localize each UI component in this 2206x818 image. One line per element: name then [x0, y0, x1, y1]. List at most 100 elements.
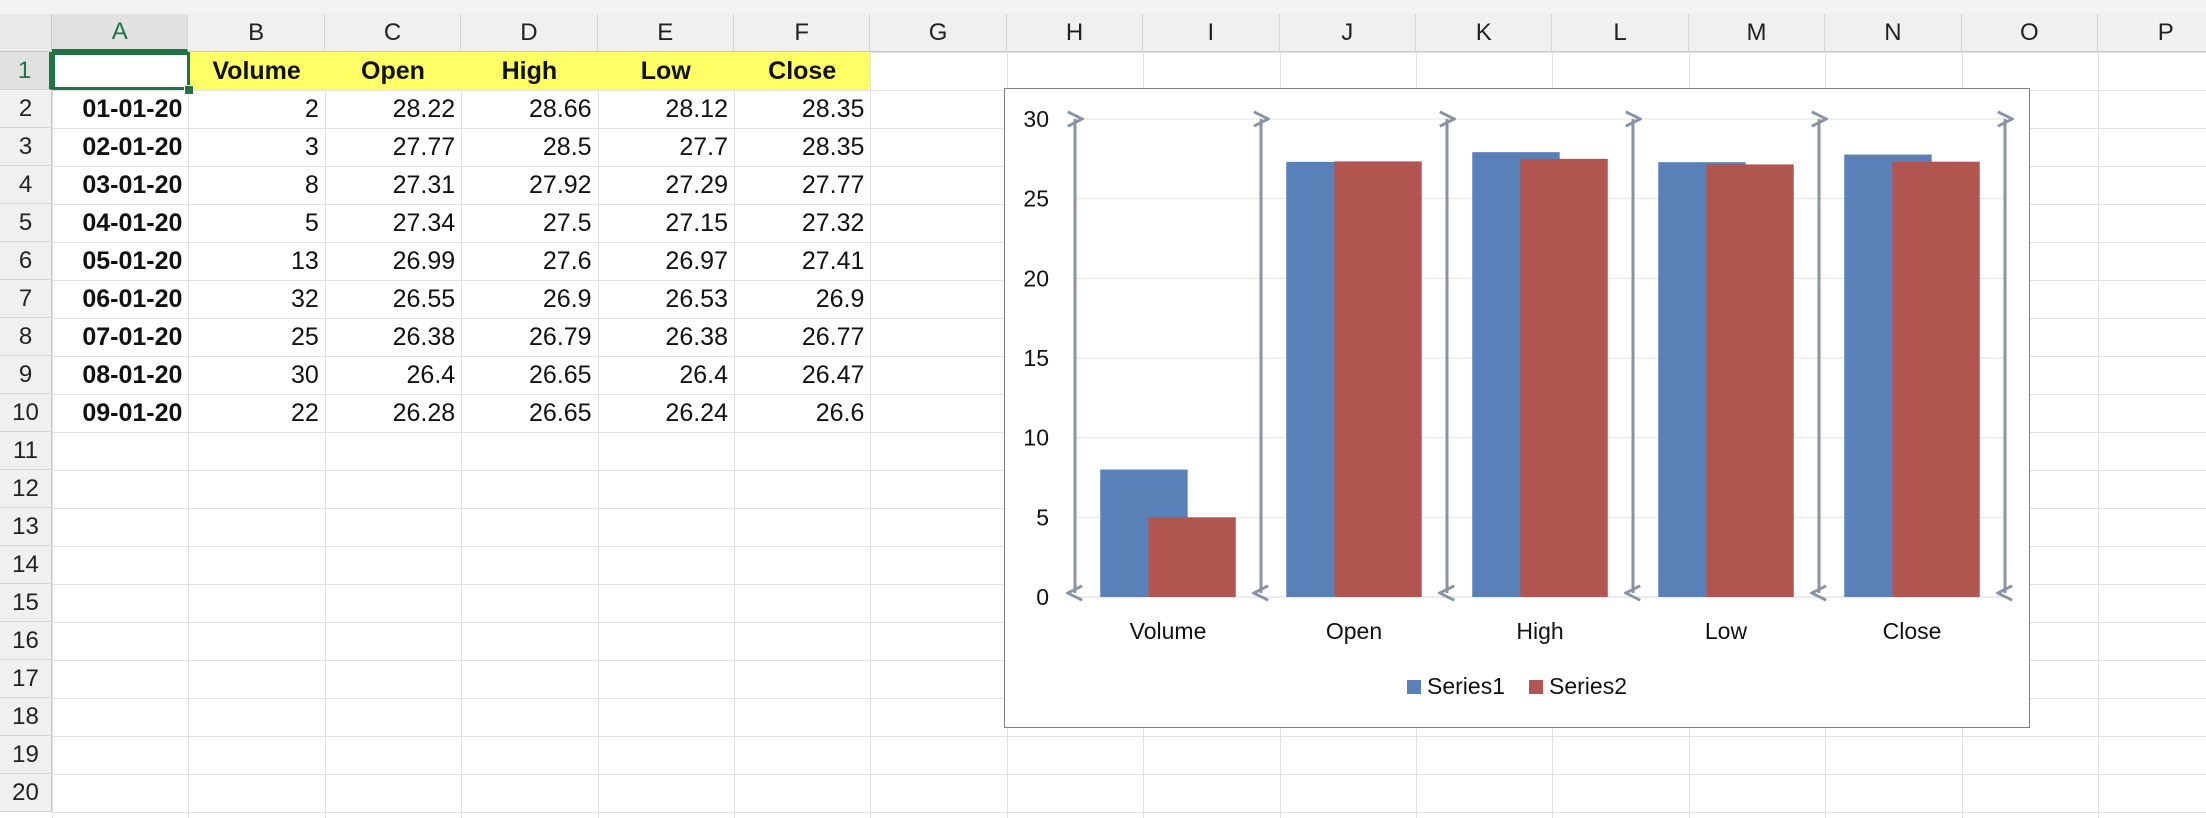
- date-cell[interactable]: 07-01-20: [82, 322, 183, 351]
- value-cell[interactable]: 25: [290, 322, 319, 351]
- row-header-8[interactable]: 8: [0, 318, 52, 356]
- value-cell[interactable]: 22: [290, 398, 319, 427]
- date-cell[interactable]: 09-01-20: [82, 398, 183, 427]
- column-header-h[interactable]: H: [1006, 14, 1144, 52]
- value-cell[interactable]: 26.9: [542, 284, 592, 313]
- legend-item-series1[interactable]: Series1: [1407, 673, 1505, 700]
- value-cell[interactable]: 28.35: [801, 94, 865, 123]
- column-header-o[interactable]: O: [1961, 14, 2098, 52]
- value-cell[interactable]: 26.9: [815, 284, 865, 313]
- value-cell[interactable]: 26.38: [392, 322, 456, 351]
- value-cell[interactable]: 27.15: [665, 208, 728, 237]
- select-all-corner[interactable]: [0, 14, 52, 52]
- row-header-18[interactable]: 18: [0, 698, 52, 736]
- value-cell[interactable]: 26.53: [665, 284, 728, 313]
- legend-item-series2[interactable]: Series2: [1529, 673, 1627, 700]
- column-header-b[interactable]: B: [188, 14, 325, 52]
- value-cell[interactable]: 28.66: [529, 94, 592, 123]
- header-cell-volume[interactable]: Volume: [188, 52, 325, 90]
- value-cell[interactable]: 28.12: [665, 94, 728, 123]
- value-cell[interactable]: 27.6: [542, 246, 592, 275]
- value-cell[interactable]: 27.34: [392, 208, 456, 237]
- header-cell-close[interactable]: Close: [734, 52, 871, 90]
- value-cell[interactable]: 26.28: [392, 398, 456, 427]
- column-header-l[interactable]: L: [1552, 14, 1689, 52]
- column-header-g[interactable]: G: [870, 14, 1007, 52]
- row-header-17[interactable]: 17: [0, 660, 52, 698]
- value-cell[interactable]: 26.97: [665, 246, 728, 275]
- row-header-7[interactable]: 7: [0, 280, 52, 318]
- column-header-e[interactable]: E: [597, 14, 734, 52]
- row-header-16[interactable]: 16: [0, 622, 52, 660]
- value-cell[interactable]: 28.5: [542, 132, 592, 161]
- value-cell[interactable]: 26.65: [529, 398, 592, 427]
- row-header-5[interactable]: 5: [0, 204, 52, 242]
- value-cell[interactable]: 27.7: [679, 132, 728, 161]
- value-cell[interactable]: 27.32: [801, 208, 865, 237]
- value-cell[interactable]: 26.65: [529, 360, 592, 389]
- value-cell[interactable]: 26.4: [406, 360, 456, 389]
- row-header-6[interactable]: 6: [0, 242, 52, 280]
- value-cell[interactable]: 26.99: [392, 246, 456, 275]
- column-header-m[interactable]: M: [1688, 14, 1826, 52]
- date-cell[interactable]: 06-01-20: [82, 284, 183, 313]
- date-cell[interactable]: 05-01-20: [82, 246, 183, 275]
- value-cell[interactable]: 2: [304, 94, 319, 123]
- value-cell[interactable]: 27.29: [665, 170, 728, 199]
- row-header-14[interactable]: 14: [0, 546, 52, 584]
- value-cell[interactable]: 26.6: [815, 398, 865, 427]
- row-header-1[interactable]: 1: [0, 52, 52, 90]
- value-cell[interactable]: 13: [290, 246, 319, 275]
- value-cell[interactable]: 27.31: [392, 170, 456, 199]
- value-cell[interactable]: 26.47: [801, 360, 865, 389]
- column-header-c[interactable]: C: [324, 14, 462, 52]
- header-cell-open[interactable]: Open: [324, 52, 462, 90]
- row-header-4[interactable]: 4: [0, 166, 52, 204]
- value-cell[interactable]: 27.5: [542, 208, 592, 237]
- date-cell[interactable]: 08-01-20: [82, 360, 183, 389]
- row-header-19[interactable]: 19: [0, 736, 52, 774]
- value-cell[interactable]: 27.77: [392, 132, 456, 161]
- row-header-3[interactable]: 3: [0, 128, 52, 166]
- value-cell[interactable]: 5: [304, 208, 319, 237]
- column-header-j[interactable]: J: [1279, 14, 1416, 52]
- value-cell[interactable]: 26.79: [529, 322, 592, 351]
- row-header-11[interactable]: 11: [0, 432, 52, 470]
- date-cell[interactable]: 02-01-20: [82, 132, 183, 161]
- value-cell[interactable]: 26.77: [801, 322, 865, 351]
- value-cell[interactable]: 26.38: [665, 322, 728, 351]
- column-header-p[interactable]: P: [2098, 14, 2206, 52]
- header-cell-low[interactable]: Low: [597, 52, 734, 90]
- row-header-13[interactable]: 13: [0, 508, 52, 546]
- header-cell-high[interactable]: High: [461, 52, 598, 90]
- row-header-12[interactable]: 12: [0, 470, 52, 508]
- date-cell[interactable]: 04-01-20: [82, 208, 183, 237]
- value-cell[interactable]: 8: [304, 170, 319, 199]
- value-cell[interactable]: 28.22: [392, 94, 456, 123]
- column-header-k[interactable]: K: [1416, 14, 1553, 52]
- value-cell[interactable]: 27.92: [529, 170, 592, 199]
- column-header-d[interactable]: D: [461, 14, 598, 52]
- fill-handle[interactable]: [184, 85, 194, 95]
- value-cell[interactable]: 26.55: [392, 284, 456, 313]
- row-header-2[interactable]: 2: [0, 90, 52, 128]
- value-cell[interactable]: 30: [290, 360, 319, 389]
- column-header-a[interactable]: A: [52, 14, 189, 52]
- column-header-n[interactable]: N: [1825, 14, 1962, 52]
- date-cell[interactable]: 01-01-20: [82, 94, 183, 123]
- chart-legend[interactable]: Series1 Series2: [1005, 673, 2029, 700]
- row-header-15[interactable]: 15: [0, 584, 52, 622]
- value-cell[interactable]: 3: [304, 132, 319, 161]
- chart-object[interactable]: 0 5 10 15 20 25 30 Volume Open High Low Close Serie…: [1004, 88, 2030, 728]
- value-cell[interactable]: 26.24: [665, 398, 728, 427]
- value-cell[interactable]: 32: [290, 284, 319, 313]
- row-header-20[interactable]: 20: [0, 774, 52, 812]
- date-cell[interactable]: 03-01-20: [82, 170, 183, 199]
- value-cell[interactable]: 26.4: [679, 360, 728, 389]
- value-cell[interactable]: 27.77: [801, 170, 865, 199]
- row-header-10[interactable]: 10: [0, 394, 52, 432]
- row-header-9[interactable]: 9: [0, 356, 52, 394]
- value-cell[interactable]: 27.41: [801, 246, 865, 275]
- value-cell[interactable]: 28.35: [801, 132, 865, 161]
